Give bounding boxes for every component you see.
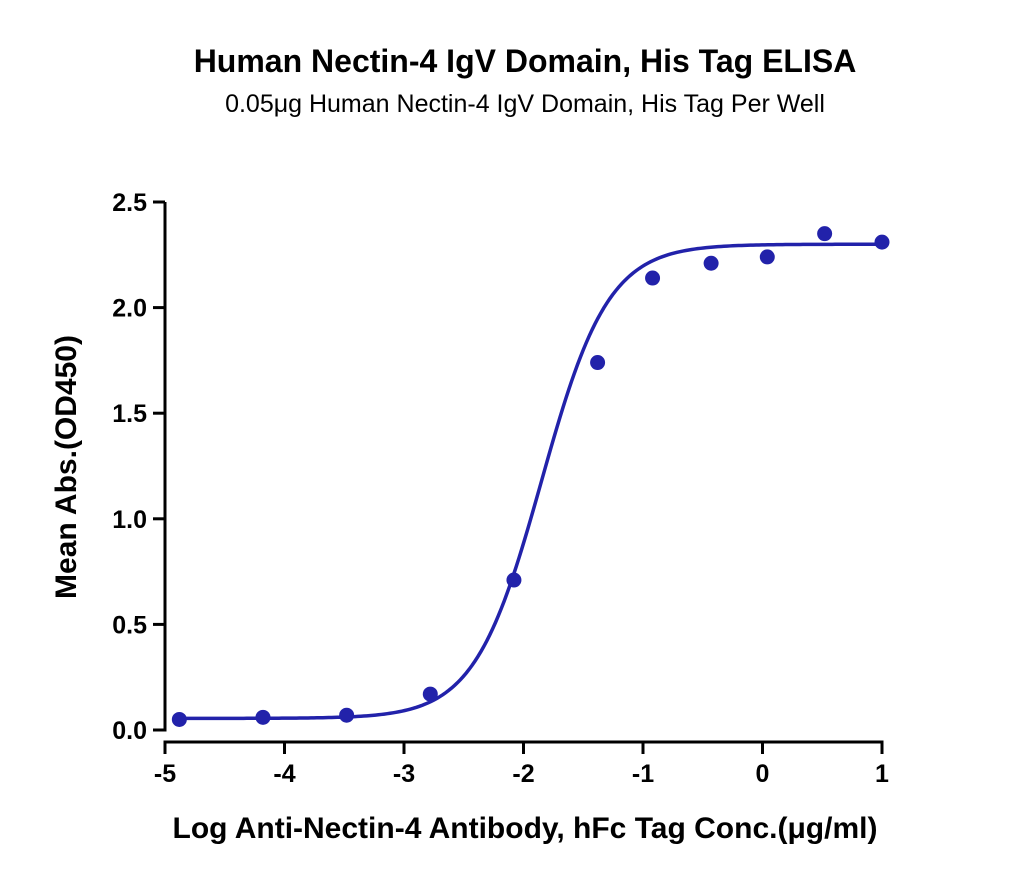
- data-point: [422, 686, 438, 702]
- chart-title: Human Nectin-4 IgV Domain, His Tag ELISA: [194, 43, 857, 79]
- x-axis-label: Log Anti-Nectin-4 Antibody, hFc Tag Conc…: [173, 812, 878, 845]
- y-tick-label: 2.0: [112, 295, 147, 323]
- data-point: [703, 255, 719, 271]
- fit-curve-layer: [179, 242, 882, 721]
- y-axis-label: Mean Abs.(OD450): [50, 335, 83, 599]
- x-tick-label: 0: [756, 760, 770, 788]
- x-tick-label: -4: [273, 760, 295, 788]
- y-tick-label: 2.5: [112, 189, 147, 217]
- x-tick-label: -5: [154, 760, 176, 788]
- data-point: [506, 572, 522, 588]
- y-tick-label: 1.5: [112, 400, 147, 428]
- data-point: [645, 270, 661, 286]
- y-tick-label: 0.5: [112, 611, 147, 639]
- data-point: [339, 707, 355, 723]
- x-tick-label: 1: [875, 760, 889, 788]
- axes: 0.0 0.5 1.0 1.5 2.0 2.5 -5 -4 -3 -2 -1 0 1: [112, 189, 889, 788]
- x-tick-label: -3: [393, 760, 415, 788]
- data-points-layer: [171, 226, 890, 727]
- y-tick-label: 1.0: [112, 506, 147, 534]
- x-tick-label: -1: [632, 760, 654, 788]
- data-point: [255, 709, 271, 725]
- y-tick-label: 0.0: [112, 717, 147, 745]
- x-tick-label: -2: [512, 760, 534, 788]
- chart-subtitle: 0.05μg Human Nectin-4 IgV Domain, His Ta…: [225, 90, 825, 118]
- fit-curve: [179, 242, 882, 721]
- data-point: [590, 355, 606, 371]
- data-point: [874, 234, 890, 250]
- data-point: [171, 711, 187, 727]
- data-point: [759, 249, 775, 265]
- data-point: [817, 226, 833, 242]
